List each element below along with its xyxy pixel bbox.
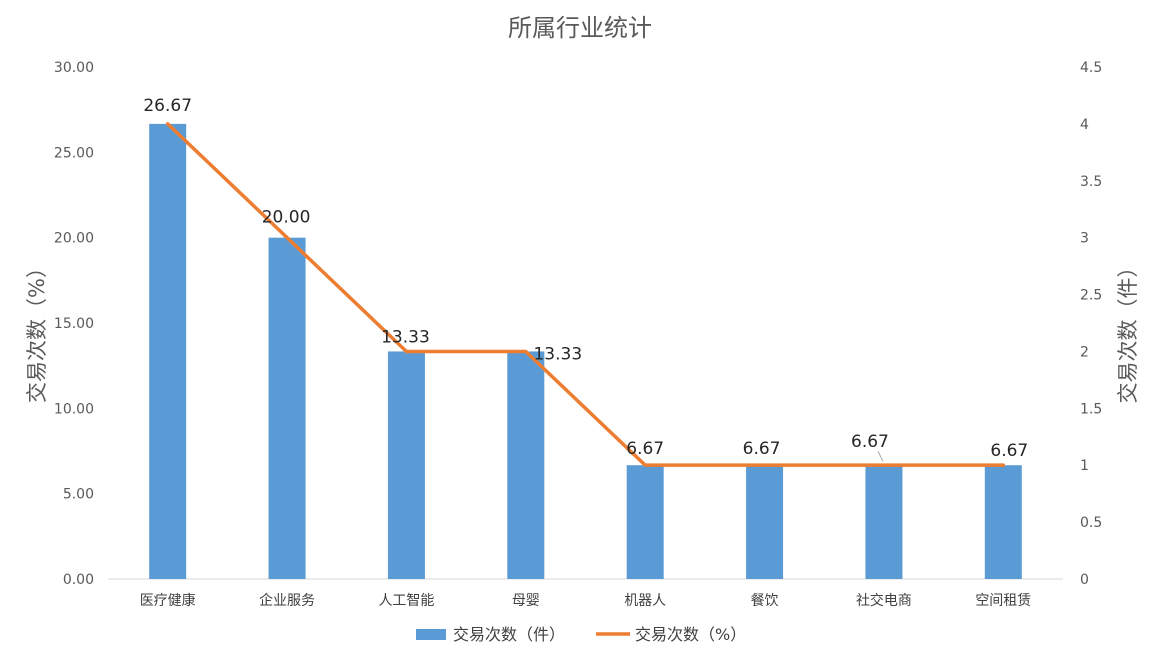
chart-title: 所属行业统计 (508, 14, 652, 42)
left-axis-tick-label: 30.00 (54, 60, 94, 76)
right-axis-tick-label: 3.5 (1080, 174, 1102, 190)
data-label: 26.67 (143, 96, 192, 116)
right-axis-title: 交易次数（件） (1116, 257, 1140, 404)
bar (268, 237, 306, 579)
category-labels: 医疗健康 企业服务 人工智能 母婴 机器人 餐饮 社交电商 空间租赁 (140, 592, 1032, 609)
right-axis-tick-label: 0 (1080, 572, 1089, 588)
category-label: 餐饮 (751, 593, 779, 609)
legend-bar-label: 交易次数（件） (453, 625, 565, 644)
legend-line-label: 交易次数（%） (635, 625, 746, 644)
data-label: 6.67 (851, 432, 889, 452)
category-label: 母婴 (512, 593, 540, 609)
left-axis-tick-label: 10.00 (54, 401, 94, 417)
left-axis-tick-label: 15.00 (54, 316, 94, 332)
data-label-leader (877, 450, 884, 462)
data-label: 6.67 (743, 439, 781, 459)
data-label: 6.67 (990, 441, 1028, 461)
bar (865, 465, 903, 579)
left-axis-title: 交易次数（%） (25, 257, 49, 403)
bar (387, 351, 425, 579)
category-label: 空间租赁 (975, 593, 1031, 609)
bar (746, 465, 784, 579)
data-label: 13.33 (533, 345, 582, 365)
right-axis-tick-label: 4.5 (1080, 60, 1102, 76)
legend: 交易次数（件） 交易次数（%） (416, 625, 746, 644)
right-axis-tick-label: 1.5 (1080, 401, 1102, 417)
category-label: 社交电商 (856, 592, 912, 609)
right-axis-tick-label: 1 (1080, 458, 1089, 474)
line-series-path (165, 122, 1006, 467)
bar (984, 465, 1022, 579)
data-labels: 26.67 20.00 13.33 13.33 6.67 6.67 6.67 6.67 (143, 96, 1028, 462)
data-label: 20.00 (262, 208, 311, 228)
legend-bar-swatch (416, 629, 446, 640)
left-axis-tick-label: 5.00 (63, 487, 94, 503)
category-label: 机器人 (624, 593, 666, 609)
line-series (165, 122, 1006, 467)
category-label: 企业服务 (259, 592, 315, 609)
right-axis-tick-label: 4 (1080, 117, 1089, 133)
right-axis-tick-label: 0.5 (1080, 515, 1102, 531)
left-axis-tick-label: 25.00 (54, 145, 94, 161)
right-axis-ticks: 0 0.5 1 1.5 2 2.5 3 3.5 4 4.5 (1080, 60, 1102, 588)
left-axis-ticks: 0.00 5.00 10.00 15.00 20.00 25.00 30.00 (54, 60, 94, 588)
category-label: 人工智能 (378, 593, 434, 609)
bar (626, 465, 664, 579)
bar (149, 123, 187, 579)
data-label: 6.67 (626, 439, 664, 459)
category-label: 医疗健康 (140, 592, 196, 609)
data-label: 13.33 (381, 328, 430, 348)
right-axis-tick-label: 3 (1080, 231, 1089, 247)
bar-series (149, 123, 1022, 579)
right-axis-tick-label: 2.5 (1080, 288, 1102, 304)
left-axis-tick-label: 20.00 (54, 231, 94, 247)
left-axis-tick-label: 0.00 (63, 572, 94, 588)
bar (507, 351, 545, 579)
right-axis-tick-label: 2 (1080, 344, 1089, 360)
